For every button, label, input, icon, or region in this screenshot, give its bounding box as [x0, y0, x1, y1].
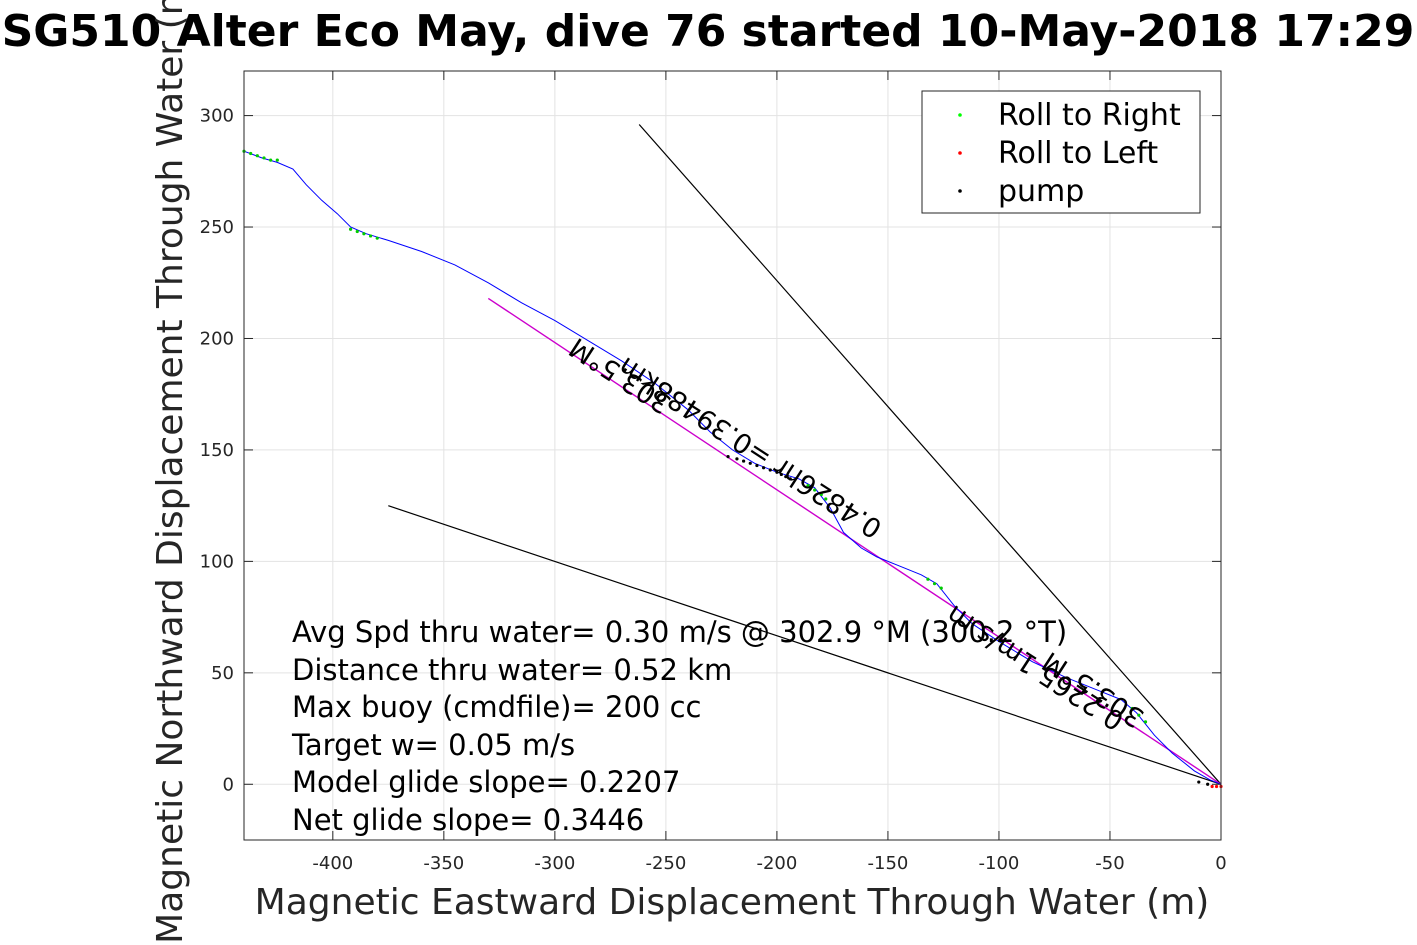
roll-right-point — [255, 154, 259, 158]
legend-marker-roll-left — [958, 151, 962, 155]
x-tick-label: -150 — [868, 853, 909, 874]
annotation-avg-speed: Avg Spd thru water= 0.30 m/s @ 302.9 °M … — [292, 615, 1067, 649]
roll-right-point — [269, 158, 273, 162]
data-layer — [242, 124, 1223, 789]
pump-point — [779, 472, 783, 477]
roll-left-point — [1210, 784, 1214, 789]
y-tick-label: 50 — [211, 663, 234, 684]
roll-right-point — [368, 234, 373, 238]
roll-right-point — [819, 492, 823, 497]
x-tick-label: -250 — [645, 853, 686, 874]
plot-frame — [243, 70, 1222, 841]
y-tick-label: 300 — [200, 106, 234, 127]
pump-point — [1197, 780, 1201, 784]
pump-point — [726, 455, 730, 459]
y-tick-label: 250 — [200, 217, 234, 238]
legend-label-roll-left: Roll to Left — [998, 136, 1158, 171]
roll-right-point — [932, 582, 937, 586]
annotation-target-w: Target w= 0.05 m/s — [291, 728, 575, 762]
x-axis-label: Magnetic Eastward Displacement Through W… — [255, 882, 1210, 923]
roll-left-point — [1214, 784, 1219, 789]
legend-marker-roll-right — [958, 113, 962, 117]
pump-point — [784, 475, 788, 479]
pump-point — [748, 461, 752, 465]
heading-line-upper — [638, 124, 1222, 785]
pump-point — [742, 459, 746, 463]
roll-right-point — [926, 577, 930, 581]
annotation-model-glide: Model glide slope= 0.2207 — [292, 765, 680, 799]
y-tick-label: 150 — [200, 440, 234, 461]
roll-right-point — [824, 497, 828, 501]
x-tick-label: 0 — [1215, 853, 1226, 874]
annotation-net-glide: Net glide slope= 0.3446 — [292, 803, 644, 837]
chart-title: SG510 Alter Eco May, dive 76 started 10-… — [2, 6, 1415, 57]
roll-right-point — [1130, 706, 1134, 711]
annotation-distance: Distance thru water= 0.52 km — [292, 653, 732, 687]
pump-point — [788, 477, 792, 481]
y-tick-label: 200 — [200, 328, 234, 349]
y-tick-label: 100 — [200, 551, 234, 572]
pump-point — [775, 470, 779, 474]
fit-line — [487, 297, 1222, 785]
annotation-max-buoy: Max buoy (cmdfile)= 200 cc — [292, 690, 701, 724]
roll-right-point — [275, 158, 279, 162]
pump-point — [755, 463, 759, 468]
roll-right-point — [348, 227, 353, 231]
x-tick-label: -350 — [423, 853, 464, 874]
annotations: Avg Spd thru water= 0.30 m/s @ 302.9 °M … — [291, 615, 1067, 837]
legend-label-pump: pump — [998, 174, 1084, 209]
roll-right-point — [375, 236, 379, 240]
roll-right-point — [362, 232, 366, 236]
legend-box — [921, 90, 1201, 214]
legend-marker-pump — [958, 189, 962, 193]
pump-point — [1206, 782, 1210, 786]
pump-point — [768, 468, 772, 472]
x-tick-label: -300 — [534, 853, 575, 874]
y-axis-label: Magnetic Northward Displacement Through … — [150, 0, 191, 944]
x-tick-label: -50 — [1095, 853, 1124, 874]
x-tick-label: -200 — [756, 853, 797, 874]
y-tick-label: 0 — [223, 774, 234, 795]
axis-ticks: -400 -350 -300 -250 -200 -150 -100 -50 0 0 50 100 15… — [200, 71, 1227, 874]
roll-right-point — [1143, 720, 1148, 724]
roll-right-point — [249, 151, 253, 156]
heading-line-lower — [388, 505, 1222, 785]
legend: Roll to Right Roll to Left pump — [921, 90, 1201, 214]
pump-point — [735, 457, 739, 461]
roll-right-point — [806, 483, 810, 488]
x-tick-label: -400 — [312, 853, 353, 874]
x-tick-label: -100 — [979, 853, 1020, 874]
roll-right-point — [1137, 713, 1141, 717]
roll-right-point — [939, 586, 943, 590]
pump-point — [761, 466, 766, 470]
roll-right-point — [813, 488, 817, 492]
roll-right-point — [262, 156, 266, 160]
legend-label-roll-right: Roll to Right — [998, 98, 1181, 133]
roll-right-point — [355, 229, 359, 234]
